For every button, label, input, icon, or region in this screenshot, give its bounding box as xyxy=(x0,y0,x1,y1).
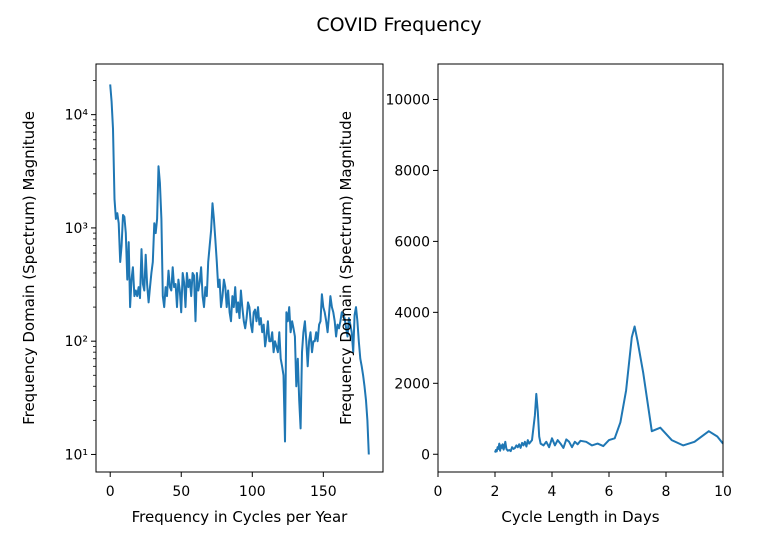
series-line xyxy=(494,325,724,453)
x-axis-label: Frequency in Cycles per Year xyxy=(132,508,349,526)
x-tick-label: 100 xyxy=(239,484,266,500)
figure-title: COVID Frequency xyxy=(316,14,481,36)
x-tick-label: 10 xyxy=(714,484,732,500)
y-tick-label: 6000 xyxy=(394,234,430,250)
series-line xyxy=(109,84,370,455)
right-chart: 0 2 4 6 8 10 0 2000 4000 6000 8000 10000 Cycle Lengt… xyxy=(337,63,732,526)
y-tick-label: 4000 xyxy=(394,305,430,321)
x-tick-label: 0 xyxy=(106,484,115,500)
y-axis-label: Frequency Domain (Spectrum) Magnitude xyxy=(337,111,355,425)
y-tick-label: 10² xyxy=(65,334,88,350)
left-chart: 0 50 100 150 10¹ 10² 10³ 10⁴ Frequency in Cycles… xyxy=(20,63,384,526)
y-tick-label: 10⁴ xyxy=(65,108,89,124)
x-tick-label: 150 xyxy=(310,484,337,500)
y-tick-label: 10¹ xyxy=(65,447,88,463)
x-tick-label: 4 xyxy=(548,484,557,500)
y-tick-label: 8000 xyxy=(394,163,430,179)
y-tick-label: 10³ xyxy=(65,221,88,237)
y-tick-label: 2000 xyxy=(394,376,430,392)
x-tick-label: 2 xyxy=(491,484,500,500)
x-tick-label: 50 xyxy=(172,484,190,500)
x-tick-label: 8 xyxy=(662,484,671,500)
x-axis-label: Cycle Length in Days xyxy=(501,508,659,526)
axes-frame xyxy=(437,63,724,473)
y-axis-label: Frequency Domain (Spectrum) Magnitude xyxy=(20,111,38,425)
y-tick-label: 0 xyxy=(421,447,430,463)
y-tick-label: 10000 xyxy=(385,92,430,108)
axes-frame xyxy=(95,63,384,473)
x-tick-label: 6 xyxy=(605,484,614,500)
x-tick-label: 0 xyxy=(434,484,443,500)
